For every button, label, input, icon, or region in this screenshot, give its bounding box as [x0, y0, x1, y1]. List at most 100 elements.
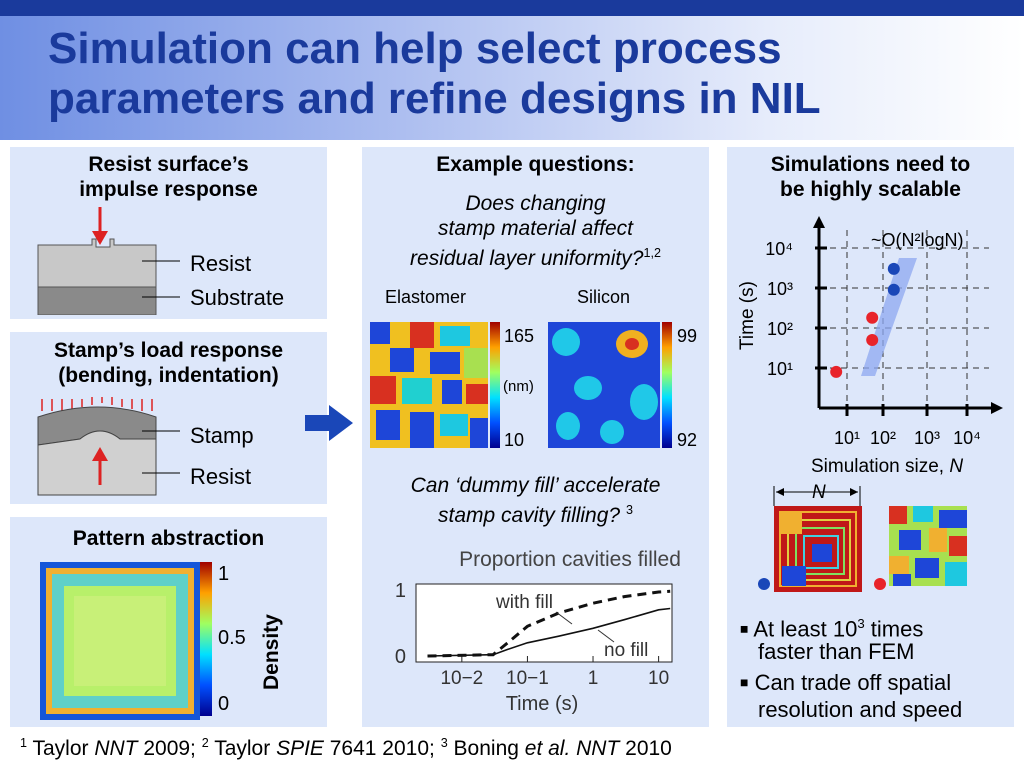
- n-dimension-arrow: [773, 486, 861, 506]
- bullet-2-text: Can trade off spatial: [754, 670, 952, 695]
- bullet-1-text-b: times: [864, 616, 924, 642]
- panel-impulse-title: Resist surface’s impulse response: [10, 152, 327, 202]
- x-tick-label: 10³: [914, 428, 940, 448]
- x-tick-label: 10: [648, 668, 669, 689]
- cavity-fill-chart: Proportion cavities filled 10−2 10−1 1 1001…: [395, 548, 681, 715]
- scaling-xlabel-var: N: [949, 456, 963, 477]
- chart-title: Proportion cavities filled: [459, 548, 681, 571]
- panel-pattern-title: Pattern abstraction: [72, 527, 265, 550]
- panel-load-title: Stamp’s load response (bending, indentat…: [10, 338, 327, 388]
- question-2-line-2: stamp cavity filling?: [438, 504, 621, 527]
- questions-title: Example questions:: [436, 153, 635, 176]
- title-line-2: parameters and refine designs in NIL: [48, 74, 821, 123]
- scaling-chart: 10¹ 10² 10³ 10⁴ 10¹ 10² 10³ 10⁴ ~O(N²logN) Time…: [737, 216, 1003, 477]
- x-tick-label: 10¹: [834, 428, 860, 448]
- panel-load-title-2: (bending, indentation): [58, 364, 279, 387]
- elastomer-min: 10: [504, 430, 525, 450]
- bullet-2-line-2: resolution and speed: [758, 697, 963, 722]
- ref-1-year: 2009;: [137, 737, 202, 760]
- bullet-2-marker: ■: [740, 674, 749, 690]
- pattern-density-map: [40, 562, 200, 720]
- label-substrate: Substrate: [190, 285, 285, 310]
- silicon-heatmap: [548, 322, 660, 448]
- footnote-references: 1 Taylor NNT 2009; 2 Taylor SPIE 7641 20…: [20, 736, 672, 761]
- ref-1-num: 1: [20, 736, 28, 750]
- x-axis-arrow: [991, 402, 1003, 414]
- ref-2-year: 7641 2010;: [323, 737, 441, 760]
- elastomer-cells: [370, 322, 488, 448]
- density-core-inner: [74, 596, 166, 686]
- scaling-ylabel: Time (s): [737, 281, 758, 350]
- silicon-min: 92: [677, 430, 698, 450]
- question-2-line-1: Can ‘dummy fill’ accelerate: [410, 474, 661, 497]
- scalability-title-2: be highly scalable: [780, 178, 961, 201]
- bullet-1: ■ At least 103 times: [740, 610, 923, 643]
- elastomer-colorbar: [490, 322, 500, 448]
- panel-scalability: [727, 147, 1014, 727]
- x-tick-label: 10−1: [506, 668, 549, 689]
- resist-layer-2: [37, 430, 157, 496]
- label-resist-2: Resist: [190, 464, 252, 489]
- y-tick-label: 10¹: [767, 359, 793, 379]
- impulse-arrow-head: [92, 231, 108, 245]
- question-1-line-2: stamp material affect: [438, 217, 633, 240]
- title-line-1: Simulation can help select process: [48, 24, 782, 73]
- chart-series: [427, 589, 671, 658]
- scaling-band: [861, 258, 917, 376]
- ref-2-author: Taylor: [208, 737, 277, 760]
- layout-thumbnail-large: [774, 506, 862, 592]
- slide-title: Simulation can help select process param…: [48, 24, 1008, 124]
- data-point: [830, 365, 843, 378]
- colorbar-min: 0: [218, 693, 230, 715]
- bullet-2: ■ Can trade off spatial: [740, 668, 951, 697]
- scaling-ticks: 10¹ 10² 10³ 10⁴ 10¹ 10² 10³ 10⁴: [765, 239, 981, 448]
- scaling-points: [830, 262, 900, 378]
- y-tick-label: 0: [395, 646, 406, 668]
- x-tick-label: 10−2: [440, 668, 483, 689]
- right-arrow-icon: [305, 405, 353, 441]
- indent-arrow-head: [92, 447, 108, 461]
- question-1-line-1: Does changing: [465, 192, 606, 215]
- question-1: Does changing stamp material affect resi…: [362, 191, 709, 271]
- elastomer-label: Elastomer: [385, 287, 467, 307]
- label-with-fill: with fill: [495, 592, 553, 613]
- with-fill-leader: [555, 611, 573, 625]
- impulse-diagram: [37, 207, 180, 315]
- question-1-line-3: residual layer uniformity?: [410, 247, 644, 270]
- question-1-ref: 1,2: [643, 246, 661, 260]
- silicon-colorbar: [662, 322, 672, 448]
- question-2: Can ‘dummy fill’ accelerate stamp cavity…: [362, 473, 709, 528]
- bullet-1-marker: ■: [740, 620, 749, 637]
- colorbar-mid: 0.5: [218, 627, 246, 649]
- colorbar-max: 1: [218, 563, 230, 585]
- substrate-layer: [37, 286, 157, 315]
- x-tick-label: 10²: [870, 428, 896, 448]
- chart-ticks: 10−2 10−1 1 10 0 1: [395, 580, 669, 689]
- ref-2-journal: SPIE: [276, 737, 324, 760]
- title-background: [0, 16, 1024, 140]
- bullet-1-text-a: At least 10: [753, 616, 858, 642]
- panel-load-title-1: Stamp’s load response: [53, 339, 284, 362]
- layout-thumbnail-small: [889, 506, 967, 586]
- silicon-max: 99: [677, 326, 698, 346]
- x-tick-label: 1: [588, 668, 599, 689]
- chart-xlabel: Time (s): [506, 693, 579, 715]
- resist-layer: [37, 238, 157, 288]
- data-point: [887, 283, 900, 296]
- x-tick-label: 10⁴: [953, 428, 981, 448]
- elastomer-unit: (nm): [503, 378, 534, 395]
- data-point: [866, 311, 879, 324]
- question-2-ref: 3: [625, 503, 633, 517]
- ref-3-num: 3: [440, 736, 448, 750]
- no-fill-leader: [597, 629, 615, 643]
- load-arrows: [41, 397, 153, 411]
- y-tick-label: 10³: [767, 279, 793, 299]
- scalability-title: Simulations need to be highly scalable: [727, 152, 1014, 202]
- n-label: N: [812, 482, 826, 503]
- silicon-label: Silicon: [577, 287, 631, 307]
- label-resist: Resist: [190, 251, 252, 276]
- load-diagram: [37, 397, 180, 496]
- panel-impulse-title-1: Resist surface’s: [88, 153, 249, 176]
- ref-3-author: Boning: [447, 737, 525, 760]
- complexity-annotation: ~O(N²logN): [871, 230, 964, 250]
